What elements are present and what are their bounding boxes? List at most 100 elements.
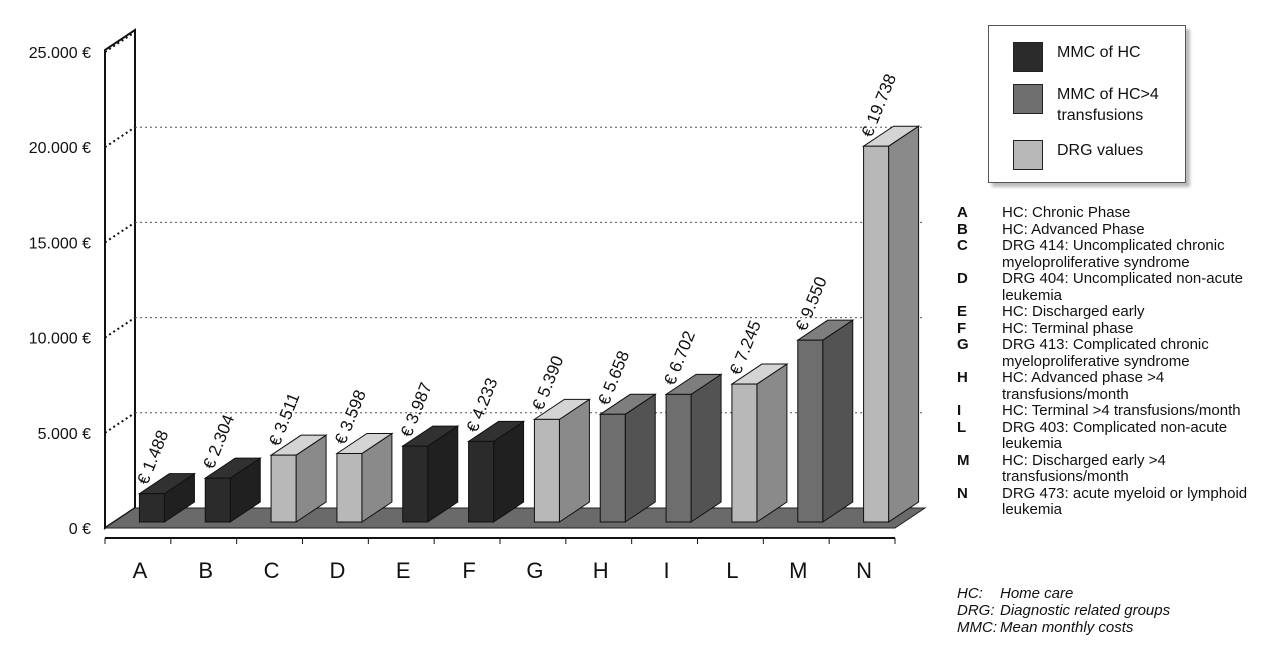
abbreviation-key: MMC:	[957, 619, 997, 636]
bar-N: € 19.738	[858, 71, 921, 523]
x-tick-label-F: F	[462, 558, 475, 583]
x-tick-label-D: D	[329, 558, 345, 583]
y-tick-label: 10.000 €	[29, 331, 91, 348]
key-description: DRG 473: acute myeloid or lymphoid leuke…	[1002, 484, 1248, 518]
x-tick-label-M: M	[789, 558, 807, 583]
abbreviation-meaning: Home care	[1000, 585, 1074, 602]
grid-line-diagonal	[104, 316, 136, 339]
grid-line-diagonal	[104, 31, 136, 53]
key-description: DRG 403: Complicated non-acute leukemia	[1002, 418, 1228, 452]
abbreviation-meaning: Diagnostic related groups	[1000, 602, 1171, 619]
x-tick-label-H: H	[593, 558, 609, 583]
key-letter: F	[957, 319, 967, 337]
bar-I: € 6.702	[660, 328, 723, 523]
abbreviation-list: HC: Home care DRG: Diagnostic related group…	[957, 585, 1257, 636]
bar-front-F	[468, 440, 495, 523]
legend-label: MMC of HC>4 transfusions	[1057, 86, 1159, 124]
bar-E: € 3.987	[397, 380, 460, 523]
bar-B: € 2.304	[199, 412, 262, 523]
abbreviation-meaning: Mean monthly costs	[1000, 619, 1134, 636]
bar-H: € 5.658	[594, 348, 657, 523]
bar-side-N	[888, 125, 920, 523]
bars: € 1.488 € 2.304 € 3.511 € 3.598 € 3.987 € 4.2…	[134, 71, 921, 523]
key-row-L: L DRG 403: Complicated non-acute leukemia	[957, 418, 1257, 453]
key-description: HC: Chronic Phase	[1002, 204, 1131, 221]
bar-L: € 7.245	[726, 318, 789, 523]
bar-side-L	[756, 363, 788, 523]
key-description: HC: Advanced phase >4 transfusions/month	[1002, 369, 1165, 403]
y-tick-label: 20.000 €	[29, 140, 91, 157]
key-row-H: H HC: Advanced phase >4 transfusions/mont…	[957, 369, 1257, 403]
bar-C: € 3.511	[265, 390, 328, 523]
key-row-A: A HC: Chronic Phase	[957, 204, 1257, 222]
bar-front-E	[402, 445, 429, 523]
abbreviation-row: MMC: Mean monthly costs	[957, 619, 1257, 636]
key-description: HC: Terminal >4 transfusions/month	[1002, 402, 1241, 419]
bar-M: € 9.550	[792, 274, 855, 523]
grid-lines	[104, 31, 925, 434]
x-tick-label-C: C	[264, 558, 280, 583]
bar-A: € 1.488	[134, 427, 197, 523]
key-letter: D	[957, 270, 968, 287]
x-tick-label-I: I	[664, 558, 670, 583]
grid-line-diagonal	[104, 411, 136, 434]
bar-front-C	[270, 454, 297, 523]
key-row-G: G DRG 413: Complicated chronic myeloproli…	[957, 336, 1257, 370]
left-wall	[104, 28, 136, 530]
key-description: DRG 404: Uncomplicated non-acute leukemi…	[1002, 270, 1243, 304]
key-row-E: E HC: Discharged early	[957, 303, 1257, 321]
key-letter: H	[957, 369, 968, 386]
key-row-N: N DRG 473: acute myeloid or lymphoid leuk…	[957, 484, 1257, 519]
key-row-B: B HC: Advanced Phase	[957, 220, 1257, 239]
key-letter: L	[957, 418, 967, 436]
legend: MMC of HC MMC of HC>4 transfusions DRG v…	[988, 25, 1186, 183]
x-tick-label-A: A	[133, 558, 148, 583]
key-row-I: I HC: Terminal >4 transfusions/month	[957, 402, 1257, 420]
bar-F: € 4.233	[463, 375, 526, 523]
bar-front-D	[336, 452, 363, 523]
legend-swatch-mmc-hc-transfusions	[1013, 84, 1043, 114]
key-row-D: D DRG 404: Uncomplicated non-acute leukem…	[957, 270, 1257, 304]
x-tick-label-N: N	[856, 558, 872, 583]
legend-item-mmc-hc: MMC of HC	[1013, 42, 1177, 72]
key-letter: N	[957, 484, 968, 502]
bar-front-A	[138, 493, 165, 523]
key-description: HC: Terminal phase	[1002, 319, 1134, 337]
bar-front-M	[797, 339, 824, 523]
legend-label: MMC of HC	[1057, 44, 1141, 61]
bar-front-B	[204, 477, 231, 523]
key-letter: G	[957, 336, 969, 353]
bar-side-I	[690, 373, 722, 523]
y-tick-label: 0 €	[69, 521, 91, 538]
abbreviation-key: DRG:	[957, 602, 995, 619]
key-letter: M	[957, 451, 970, 469]
key-row-C: C DRG 414: Uncomplicated chronic myelopro…	[957, 237, 1257, 271]
y-axis: 0 € 5.000 € 10.000 € 15.000 € 20.000 € 25.000…	[29, 45, 106, 538]
abbreviation-key: HC:	[957, 585, 983, 602]
bar-side-M	[822, 319, 854, 523]
grid-line-diagonal	[104, 221, 136, 244]
grid-line-diagonal	[104, 126, 136, 149]
key-description: DRG 413: Complicated chronic myeloprolif…	[1002, 336, 1209, 370]
y-tick-label: 15.000 €	[29, 235, 91, 252]
key-letter: C	[957, 237, 968, 254]
bar-side-G	[558, 398, 590, 523]
y-tick-label: 5.000 €	[38, 426, 91, 443]
key-letter: A	[957, 204, 968, 221]
key-description: DRG 414: Uncomplicated chronic myeloprol…	[1002, 237, 1225, 271]
legend-label: DRG values	[1057, 142, 1144, 159]
key-row-M: M HC: Discharged early >4 transfusions/mo…	[957, 451, 1257, 486]
legend-swatch-drg-values	[1013, 140, 1043, 170]
category-key: A HC: Chronic Phase B HC: Advanced Phase C DR…	[957, 204, 1257, 519]
key-letter: E	[957, 303, 968, 320]
x-tick-label-L: L	[726, 558, 738, 583]
key-row-F: F HC: Terminal phase	[957, 319, 1257, 338]
bar-front-N	[863, 145, 890, 523]
bar-front-I	[665, 393, 692, 523]
legend-swatch-mmc-hc	[1013, 42, 1043, 72]
bar-front-G	[533, 418, 560, 523]
x-tick-label-E: E	[396, 558, 411, 583]
abbreviation-row: DRG: Diagnostic related groups	[957, 602, 1257, 619]
key-description: HC: Advanced Phase	[1002, 220, 1145, 238]
